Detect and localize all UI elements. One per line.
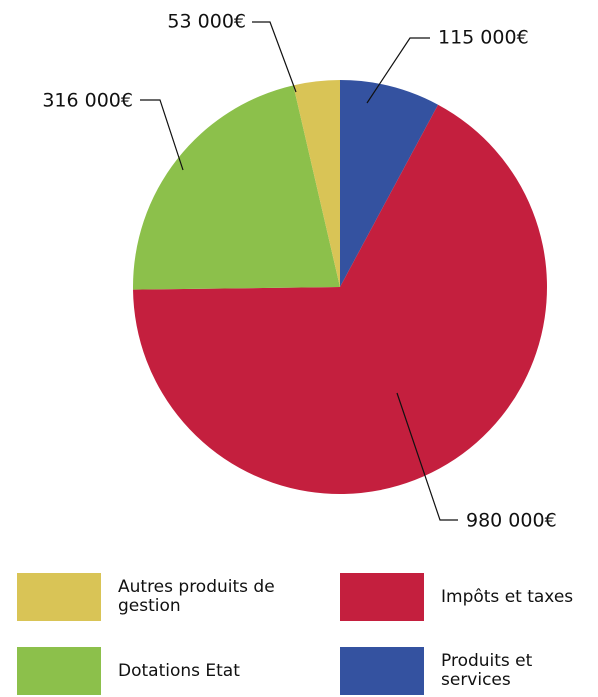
- value-label: 316 000€: [42, 90, 133, 112]
- value-label: 115 000€: [438, 27, 529, 49]
- pie-slice: [293, 80, 340, 287]
- leader-line: [396, 392, 458, 521]
- value-label: 53 000€: [167, 11, 246, 33]
- legend-swatch: [17, 573, 101, 621]
- legend-label: Produits et services: [441, 651, 533, 690]
- legend-label: Impôts et taxes: [441, 586, 574, 607]
- value-label: 980 000€: [466, 510, 557, 532]
- legend-label: Autres produits de gestion: [118, 577, 275, 616]
- pie-slice: [133, 104, 547, 494]
- chart: 115 000€ 980 000€ 316 000€ 53 000€: [42, 11, 557, 532]
- pie-slice: [132, 85, 340, 290]
- legend-swatch: [340, 647, 424, 695]
- leader-line: [140, 99, 184, 171]
- legend-swatch: [17, 647, 101, 695]
- pie-slice: [340, 80, 439, 287]
- leader-line: [366, 37, 430, 104]
- leader-line: [252, 21, 297, 93]
- legend-label: Dotations Etat: [118, 660, 240, 681]
- legend-swatch: [340, 573, 424, 621]
